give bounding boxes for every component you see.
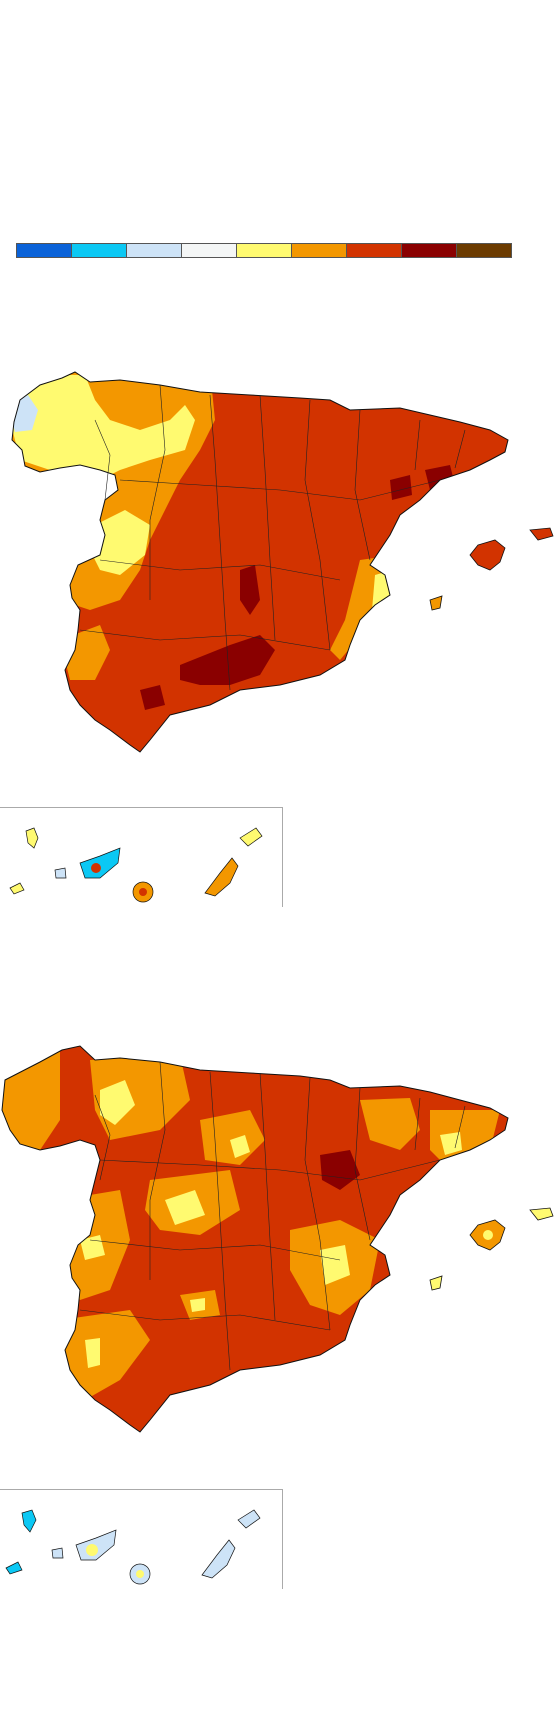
spain-map-bottom xyxy=(0,1040,560,1470)
gran-canaria-center xyxy=(136,1570,144,1578)
region-fill-yellow xyxy=(90,510,150,575)
region-fill-dark-red xyxy=(180,635,275,685)
island-la-gomera xyxy=(54,867,67,879)
tenerife-peak xyxy=(86,1544,98,1556)
island-menorca xyxy=(529,1207,554,1221)
region-fill-yellow xyxy=(320,1245,350,1285)
province-borders xyxy=(79,384,466,691)
legend-swatch-9 xyxy=(457,244,511,257)
island-la-gomera xyxy=(51,1547,64,1559)
legend-swatch-4 xyxy=(182,244,237,257)
spain-outline xyxy=(1,1045,509,1433)
region-fill-dark-red xyxy=(320,1150,360,1190)
tenerife-peak xyxy=(91,863,101,873)
legend-swatch-8 xyxy=(402,244,457,257)
spain-outline xyxy=(11,371,509,753)
region-fill-orange xyxy=(60,1310,150,1400)
mallorca-center xyxy=(483,1230,493,1240)
island-mallorca xyxy=(469,539,506,571)
legend-swatch-5 xyxy=(237,244,292,257)
color-scale-legend xyxy=(16,243,512,258)
legend-swatch-7 xyxy=(347,244,402,257)
island-tenerife xyxy=(79,847,121,879)
island-el-hierro xyxy=(9,882,25,895)
canary-islands-inset-top xyxy=(0,807,283,907)
region-fill-orange xyxy=(360,1098,420,1150)
legend-swatch-2 xyxy=(72,244,127,257)
region-fill-yellow xyxy=(12,375,195,480)
island-ibiza xyxy=(429,595,443,611)
region-fill-yellow xyxy=(100,1080,135,1125)
island-la-palma xyxy=(25,827,39,849)
region-fill-yellow xyxy=(85,1338,100,1368)
island-tenerife xyxy=(75,1529,117,1561)
spain-map-top xyxy=(0,360,560,790)
island-menorca xyxy=(529,527,554,541)
province-borders xyxy=(79,1061,466,1371)
region-fill-dark-red xyxy=(390,475,412,500)
island-lanzarote xyxy=(237,1509,261,1529)
region-fill-yellow xyxy=(230,1135,250,1158)
island-lanzarote xyxy=(239,827,263,847)
region-fill-orange xyxy=(430,1110,500,1170)
gran-canaria-center xyxy=(139,888,147,896)
legend-swatch-1 xyxy=(17,244,72,257)
island-fuerteventura xyxy=(201,1539,236,1579)
canary-islands-inset-bottom xyxy=(0,1489,283,1589)
island-fuerteventura xyxy=(204,857,239,897)
region-fill-yellow xyxy=(165,1190,205,1225)
region-fill-dark-red xyxy=(140,685,165,710)
region-fill-yellow xyxy=(440,1132,462,1155)
island-el-hierro xyxy=(5,1561,23,1575)
legend-swatch-6 xyxy=(292,244,347,257)
region-fill-dark-red xyxy=(240,565,260,615)
island-ibiza xyxy=(429,1275,443,1291)
legend-swatch-3 xyxy=(127,244,182,257)
region-fill-yellow xyxy=(190,1298,205,1312)
island-la-palma xyxy=(21,1509,37,1533)
